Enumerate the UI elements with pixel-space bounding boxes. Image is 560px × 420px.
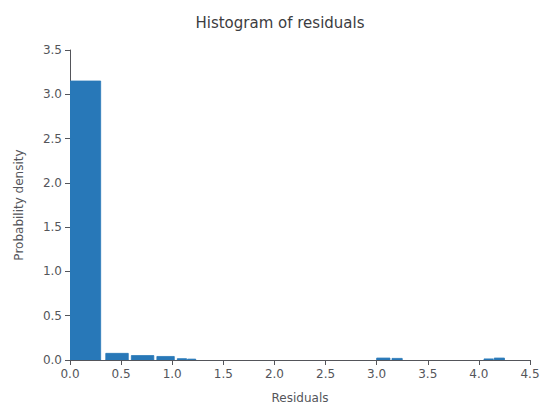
svg-text:3.5: 3.5 [418,367,437,381]
svg-text:0.0: 0.0 [60,367,79,381]
svg-text:3.5: 3.5 [43,43,62,57]
svg-text:1.5: 1.5 [43,220,62,234]
svg-text:0.5: 0.5 [112,367,131,381]
svg-text:2.5: 2.5 [43,132,62,146]
svg-text:3.0: 3.0 [367,367,386,381]
svg-text:0.5: 0.5 [43,309,62,323]
svg-text:1.0: 1.0 [43,264,62,278]
svg-text:1.0: 1.0 [163,367,182,381]
svg-text:1.5: 1.5 [214,367,233,381]
svg-text:4.5: 4.5 [520,367,539,381]
svg-text:2.0: 2.0 [265,367,284,381]
svg-text:2.5: 2.5 [316,367,335,381]
svg-text:3.0: 3.0 [43,87,62,101]
svg-text:Probability density: Probability density [12,149,26,260]
svg-text:Residuals: Residuals [272,391,329,405]
svg-text:Histogram of residuals: Histogram of residuals [195,14,364,32]
svg-text:2.0: 2.0 [43,176,62,190]
svg-text:4.0: 4.0 [469,367,488,381]
svg-text:0.0: 0.0 [43,353,62,367]
